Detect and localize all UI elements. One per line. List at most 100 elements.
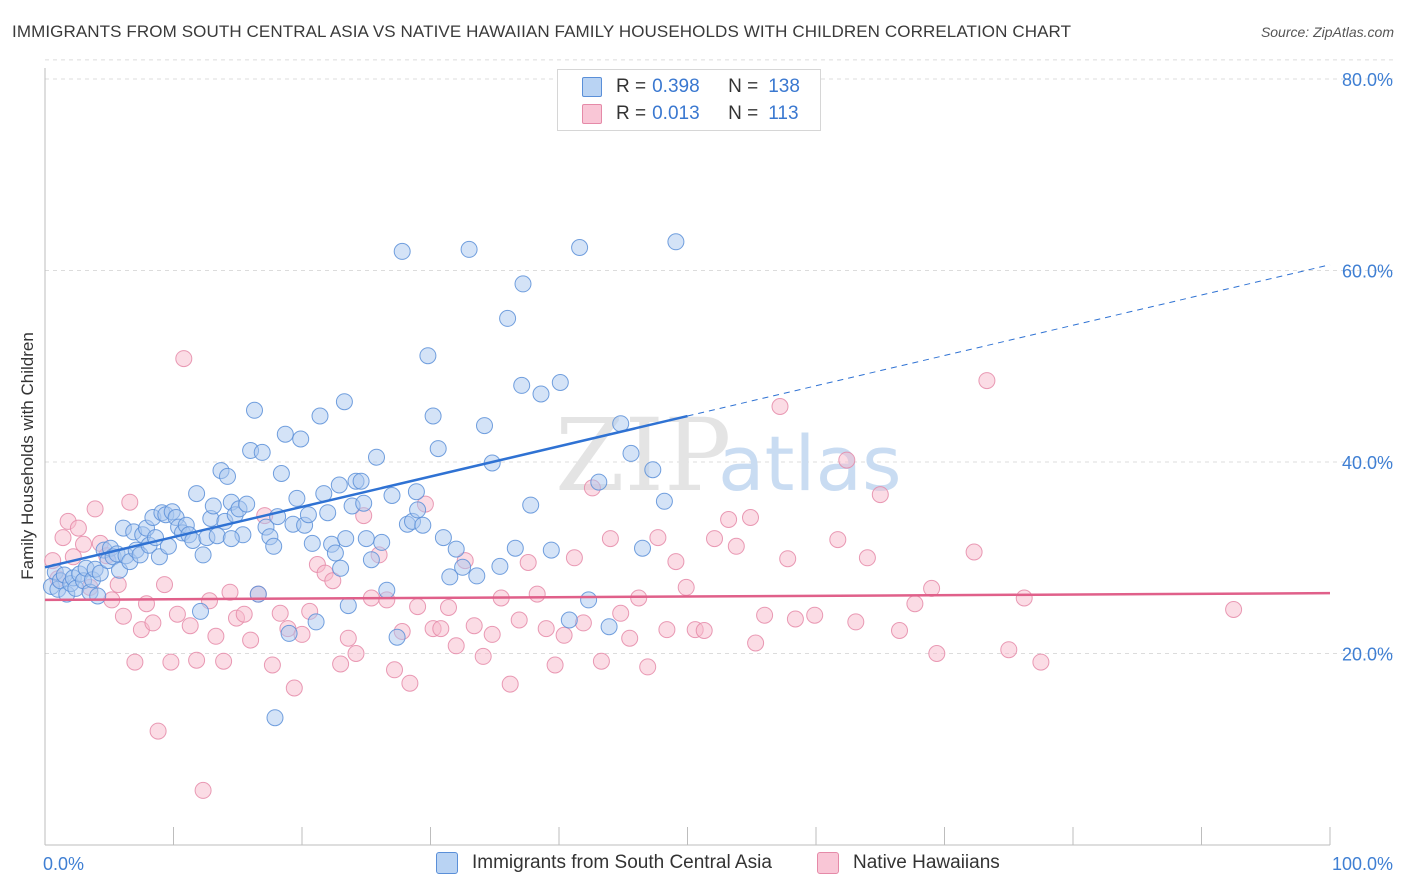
chart-title: IMMIGRANTS FROM SOUTH CENTRAL ASIA VS NA… xyxy=(12,22,1072,41)
data-point xyxy=(194,546,212,564)
data-point xyxy=(532,385,550,403)
trend-line-blue-extension xyxy=(687,264,1331,417)
data-point xyxy=(307,613,325,631)
y-tick-label: 60.0% xyxy=(1342,262,1393,282)
data-point xyxy=(373,533,391,551)
data-point xyxy=(272,465,290,482)
data-point xyxy=(219,467,236,485)
data-point xyxy=(265,537,283,555)
data-point xyxy=(419,347,437,365)
y-tick-label: 80.0% xyxy=(1342,70,1393,90)
data-point xyxy=(460,240,478,258)
data-point xyxy=(474,647,492,665)
legend-item-south-central-asia: Immigrants from South Central Asia xyxy=(436,852,772,874)
data-point xyxy=(288,489,306,507)
data-point xyxy=(156,576,173,594)
data-point xyxy=(215,652,233,670)
data-point xyxy=(276,425,294,443)
data-point xyxy=(786,610,804,628)
x-tick-label-min: 0.0% xyxy=(43,854,84,874)
data-point xyxy=(806,606,824,624)
data-point xyxy=(510,611,528,629)
data-point xyxy=(441,568,459,586)
data-point xyxy=(528,585,546,603)
data-point xyxy=(928,645,946,662)
data-point xyxy=(565,549,583,567)
grid-lines xyxy=(45,59,1393,654)
data-point xyxy=(330,476,348,494)
data-point xyxy=(858,549,876,567)
data-point xyxy=(362,551,380,569)
data-point xyxy=(192,602,209,620)
data-point xyxy=(465,617,483,635)
data-point xyxy=(720,511,738,528)
data-point xyxy=(339,629,357,647)
legend-label: Immigrants from South Central Asia xyxy=(472,852,772,873)
data-point xyxy=(571,239,589,256)
data-point xyxy=(222,530,240,548)
legend-r-value: 0.013 xyxy=(652,103,700,124)
data-point xyxy=(352,472,370,490)
data-point xyxy=(501,675,519,693)
data-point xyxy=(378,581,396,599)
data-point xyxy=(600,618,618,636)
data-point xyxy=(483,625,501,643)
data-point xyxy=(109,576,127,594)
data-point xyxy=(491,557,509,575)
data-point xyxy=(347,645,365,662)
legend-r-value: 0.398 xyxy=(652,76,700,97)
data-point xyxy=(639,658,657,676)
data-point xyxy=(906,595,924,613)
data-point xyxy=(126,653,144,671)
data-point xyxy=(337,530,355,548)
data-point xyxy=(194,781,212,799)
trend-lines xyxy=(44,264,1331,602)
data-point xyxy=(447,540,465,558)
tick-labels: 20.0% 40.0% 60.0% 80.0% 0.0% 100.0% xyxy=(43,70,1393,874)
data-point xyxy=(235,605,253,623)
data-point xyxy=(612,604,630,622)
data-point xyxy=(246,401,263,419)
data-point xyxy=(368,448,385,466)
data-point xyxy=(1032,653,1050,671)
data-point xyxy=(727,537,745,555)
data-point xyxy=(91,564,109,582)
data-point xyxy=(519,554,537,571)
data-point xyxy=(335,393,353,411)
data-point xyxy=(644,461,662,479)
data-point xyxy=(432,620,450,638)
data-point xyxy=(434,529,452,547)
data-point xyxy=(208,527,226,545)
data-point xyxy=(280,624,298,642)
legend-label: Native Hawaiians xyxy=(853,852,1000,873)
data-point xyxy=(303,534,321,552)
data-point xyxy=(188,651,206,669)
data-point xyxy=(447,637,465,655)
data-point xyxy=(592,652,610,670)
data-point xyxy=(149,722,167,740)
data-point xyxy=(263,656,281,674)
data-point xyxy=(339,597,357,615)
data-point xyxy=(476,417,493,435)
data-point xyxy=(513,376,531,394)
data-point xyxy=(188,485,206,503)
data-point xyxy=(424,407,442,425)
series-south-central-asia xyxy=(42,233,685,727)
data-point xyxy=(829,531,847,549)
legend-swatch-pink xyxy=(817,852,839,874)
data-point xyxy=(75,535,92,553)
y-tick-label: 40.0% xyxy=(1342,453,1393,473)
source-label: Source: ZipAtlas.com xyxy=(1260,24,1394,40)
data-point xyxy=(407,483,425,501)
data-point xyxy=(506,539,524,557)
data-point xyxy=(560,611,578,629)
stats-legend: R = 0.398 N = 138 R = 0.013 N = 113 xyxy=(557,69,821,131)
watermark-zip: ZIP xyxy=(555,397,731,514)
legend-r-label: R = xyxy=(616,103,647,124)
data-point xyxy=(292,430,310,448)
trend-line-pink xyxy=(44,591,1331,602)
data-point xyxy=(649,529,667,547)
data-point xyxy=(414,516,432,534)
data-point xyxy=(891,622,908,639)
